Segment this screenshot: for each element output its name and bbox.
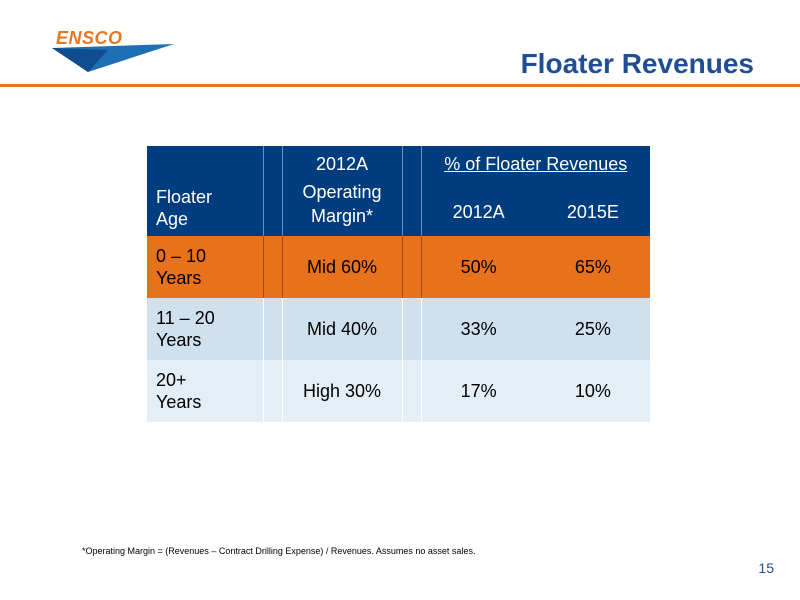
row-operating-margin: High 30% (282, 360, 402, 422)
header-operating-margin: 2012A Operating Margin* (282, 146, 402, 236)
title-divider (0, 84, 800, 87)
column-divider (401, 298, 422, 360)
column-divider (262, 360, 283, 422)
table-row: 20+ Years High 30% 17% 10% (147, 360, 650, 422)
column-divider (262, 236, 283, 298)
header-age-line1: Floater (156, 187, 213, 207)
column-divider (262, 298, 283, 360)
header-margin-year: 2012A (315, 154, 369, 174)
age-line2: Years (156, 392, 202, 412)
header-pct-floater-revenues: % of Floater Revenues 2012A 2015E (421, 146, 650, 236)
row-pct-cells: 17% 10% (421, 360, 650, 422)
age-line1: 0 – 10 (156, 246, 207, 266)
column-divider (262, 146, 283, 236)
header-pct-title: % of Floater Revenues (444, 154, 628, 174)
column-divider (401, 360, 422, 422)
footnote: *Operating Margin = (Revenues – Contract… (82, 546, 476, 556)
ensco-logo: ENSCO (52, 28, 174, 72)
floater-revenue-table: Floater Age 2012A Operating Margin* % of… (147, 146, 650, 422)
column-divider (401, 236, 422, 298)
header-margin-line2: Operating (302, 182, 382, 202)
header-margin-line3: Margin* (310, 206, 374, 226)
logo-text: ENSCO (56, 28, 123, 48)
row-pct-2015e: 25% (574, 318, 611, 339)
row-operating-margin: Mid 40% (282, 298, 402, 360)
header-pct-year-2012a: 2012A (452, 202, 505, 222)
row-floater-age: 11 – 20 Years (147, 298, 263, 360)
row-pct-2015e: 65% (574, 256, 611, 277)
row-floater-age: 20+ Years (147, 360, 263, 422)
row-pct-2015e: 10% (574, 380, 611, 401)
row-operating-margin: Mid 60% (282, 236, 402, 298)
header-pct-year-2015e: 2015E (566, 202, 619, 222)
column-divider (401, 146, 422, 236)
table-row: 0 – 10 Years Mid 60% 50% 65% (147, 236, 650, 298)
table-header-row: Floater Age 2012A Operating Margin* % of… (147, 146, 650, 236)
page-number: 15 (758, 560, 774, 576)
row-floater-age: 0 – 10 Years (147, 236, 263, 298)
header-age-line2: Age (156, 209, 189, 229)
age-line2: Years (156, 268, 202, 288)
row-pct-cells: 33% 25% (421, 298, 650, 360)
age-line2: Years (156, 330, 202, 350)
page-title: Floater Revenues (520, 48, 754, 79)
row-pct-2012a: 33% (460, 318, 497, 339)
row-pct-cells: 50% 65% (421, 236, 650, 298)
table-row: 11 – 20 Years Mid 40% 33% 25% (147, 298, 650, 360)
row-pct-2012a: 50% (460, 256, 497, 277)
header-floater-age: Floater Age (147, 146, 263, 236)
age-line1: 11 – 20 (156, 308, 215, 328)
age-line1: 20+ (156, 370, 187, 390)
row-pct-2012a: 17% (460, 380, 497, 401)
